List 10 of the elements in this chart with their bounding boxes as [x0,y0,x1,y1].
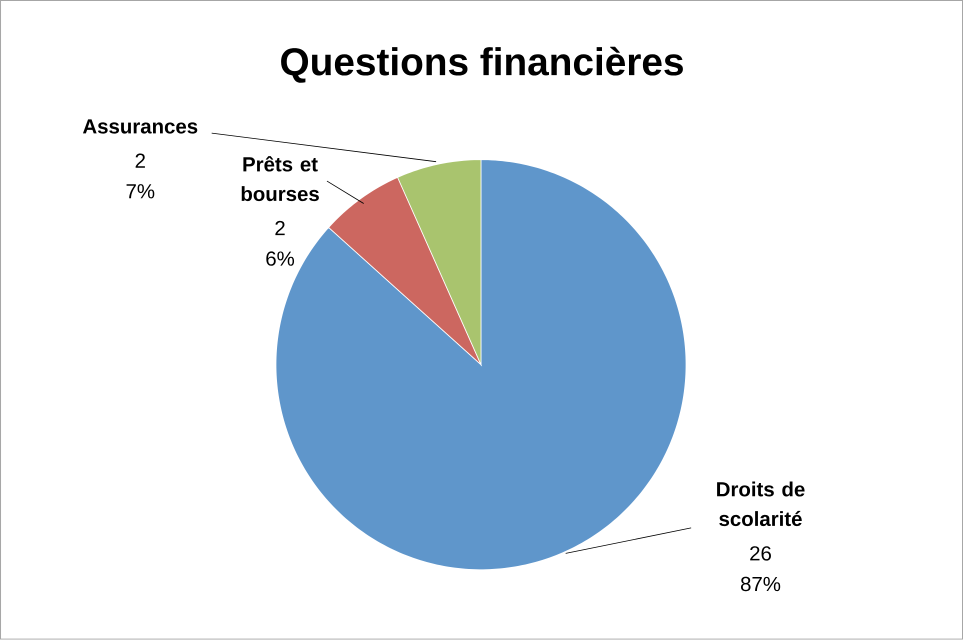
text: 87% [740,576,780,592]
data-label: 2 [275,221,285,236]
chart-title: Questions financières [281,46,683,83]
text: 6% [266,252,294,266]
slice-label: Prêts et bourses [242,156,319,202]
text: 7% [126,184,154,199]
data-label: 2 [136,154,145,168]
slice-label: Droits de scolarité [717,482,805,526]
slice-label: Assurances [82,120,198,134]
data-label: 26 [750,546,771,561]
